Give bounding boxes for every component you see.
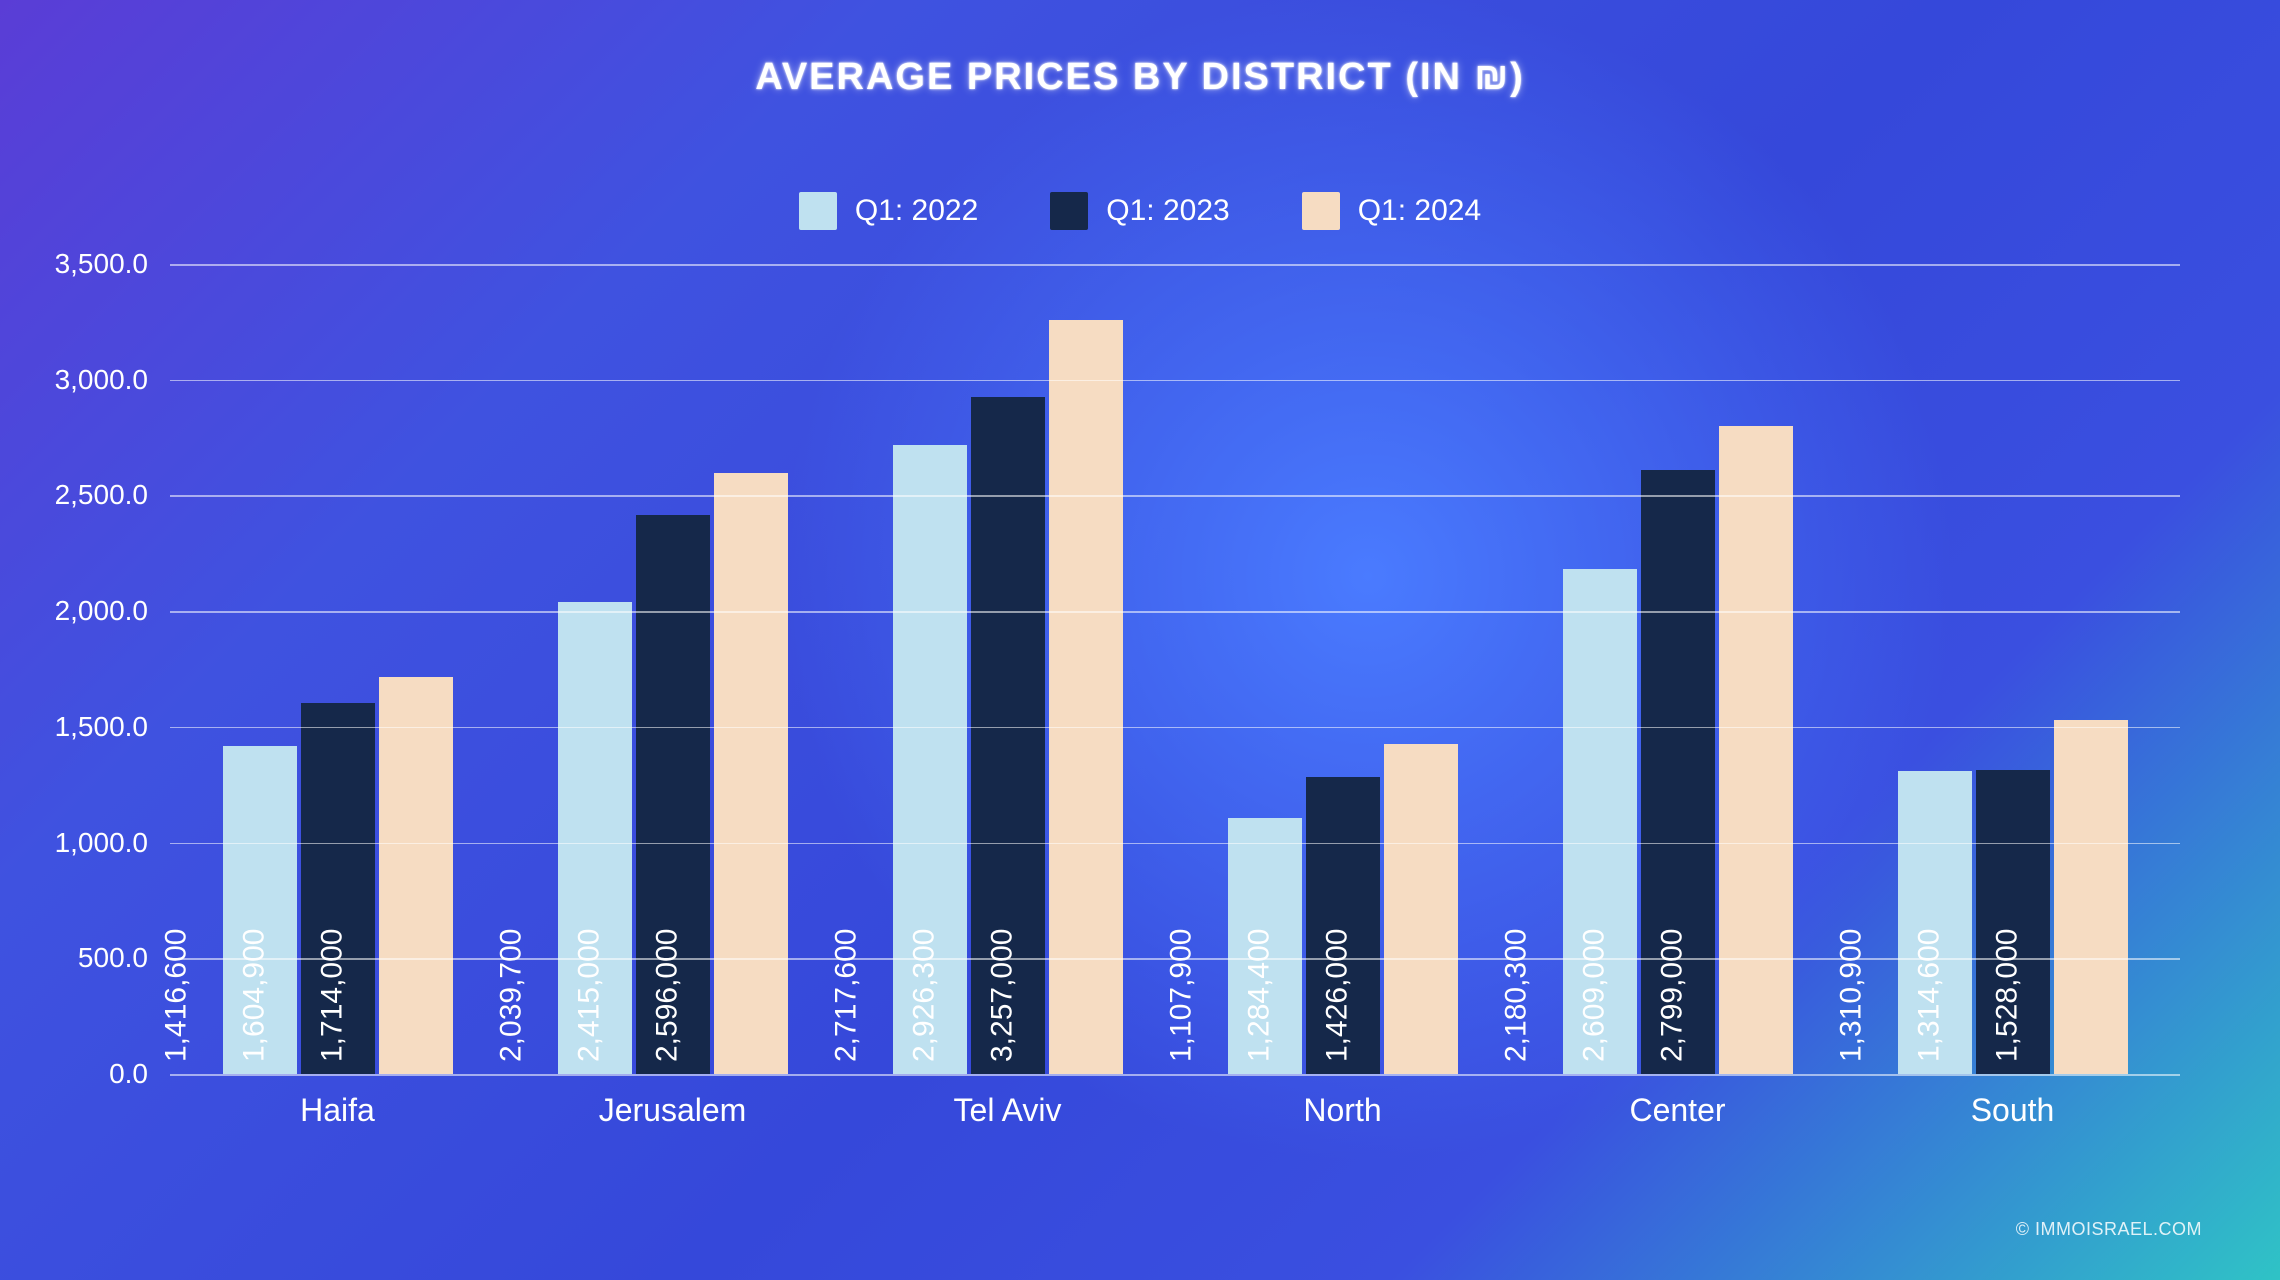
chart-title: AVERAGE PRICES BY DISTRICT (IN ₪) bbox=[0, 56, 2280, 99]
bar-value-label: 3,257,000 bbox=[985, 929, 1019, 1062]
bar-value-label: 1,107,900 bbox=[1164, 929, 1198, 1062]
y-tick-label: 500.0 bbox=[78, 942, 148, 974]
gridline bbox=[170, 611, 2180, 613]
legend-item: Q1: 2024 bbox=[1302, 192, 1481, 230]
x-category-label: Tel Aviv bbox=[954, 1092, 1062, 1129]
y-tick-label: 1,000.0 bbox=[55, 827, 148, 859]
bar-value-label: 1,416,600 bbox=[159, 929, 193, 1062]
bar: 2,596,000 bbox=[714, 473, 788, 1074]
legend-swatch bbox=[1050, 192, 1088, 230]
bar-value-label: 1,284,400 bbox=[1242, 929, 1276, 1062]
x-category-label: North bbox=[1303, 1092, 1381, 1129]
copyright: © IMMOISRAEL.COM bbox=[2016, 1219, 2202, 1240]
bar-value-label: 2,609,000 bbox=[1577, 929, 1611, 1062]
gridline bbox=[170, 495, 2180, 497]
legend-label: Q1: 2023 bbox=[1106, 194, 1229, 228]
x-category-label: Haifa bbox=[300, 1092, 375, 1129]
bar-value-label: 2,717,600 bbox=[829, 929, 863, 1062]
x-category-label: Center bbox=[1629, 1092, 1725, 1129]
legend-label: Q1: 2024 bbox=[1358, 194, 1481, 228]
gridline bbox=[170, 843, 2180, 845]
bar-value-label: 2,180,300 bbox=[1499, 929, 1533, 1062]
gridline bbox=[170, 727, 2180, 729]
bar-value-label: 2,415,000 bbox=[572, 929, 606, 1062]
x-category-label: South bbox=[1971, 1092, 2055, 1129]
legend-swatch bbox=[1302, 192, 1340, 230]
plot-area: 1,416,6001,604,9001,714,0002,039,7002,41… bbox=[170, 264, 2180, 1074]
bar-value-label: 1,314,600 bbox=[1912, 929, 1946, 1062]
bar-value-label: 2,926,300 bbox=[907, 929, 941, 1062]
bar-value-label: 2,799,000 bbox=[1655, 929, 1689, 1062]
bar-value-label: 1,426,000 bbox=[1320, 929, 1354, 1062]
legend-swatch bbox=[799, 192, 837, 230]
bar-value-label: 1,528,000 bbox=[1990, 929, 2024, 1062]
y-tick-label: 1,500.0 bbox=[55, 711, 148, 743]
legend-label: Q1: 2022 bbox=[855, 194, 978, 228]
y-tick-label: 3,000.0 bbox=[55, 364, 148, 396]
chart-canvas: AVERAGE PRICES BY DISTRICT (IN ₪) Q1: 20… bbox=[0, 0, 2280, 1280]
y-tick-label: 3,500.0 bbox=[55, 248, 148, 280]
bar-value-label: 1,310,900 bbox=[1834, 929, 1868, 1062]
gridline bbox=[170, 380, 2180, 382]
gridline bbox=[170, 264, 2180, 266]
bar-value-label: 2,039,700 bbox=[494, 929, 528, 1062]
legend-item: Q1: 2022 bbox=[799, 192, 978, 230]
y-tick-label: 2,500.0 bbox=[55, 479, 148, 511]
legend: Q1: 2022 Q1: 2023 Q1: 2024 bbox=[0, 192, 2280, 230]
bar: 1,426,000 bbox=[1384, 744, 1458, 1074]
bar-value-label: 2,596,000 bbox=[650, 929, 684, 1062]
bar: 3,257,000 bbox=[1049, 320, 1123, 1074]
bars-layer: 1,416,6001,604,9001,714,0002,039,7002,41… bbox=[170, 264, 2180, 1074]
bar: 1,714,000 bbox=[379, 677, 453, 1074]
bar-value-label: 1,604,900 bbox=[237, 929, 271, 1062]
y-tick-label: 0.0 bbox=[109, 1058, 148, 1090]
bar: 1,528,000 bbox=[2054, 720, 2128, 1074]
y-tick-label: 2,000.0 bbox=[55, 595, 148, 627]
x-category-label: Jerusalem bbox=[599, 1092, 747, 1129]
legend-item: Q1: 2023 bbox=[1050, 192, 1229, 230]
bar-value-label: 1,714,000 bbox=[315, 929, 349, 1062]
gridline bbox=[170, 1074, 2180, 1076]
gridline bbox=[170, 958, 2180, 960]
bar: 2,799,000 bbox=[1719, 426, 1793, 1074]
